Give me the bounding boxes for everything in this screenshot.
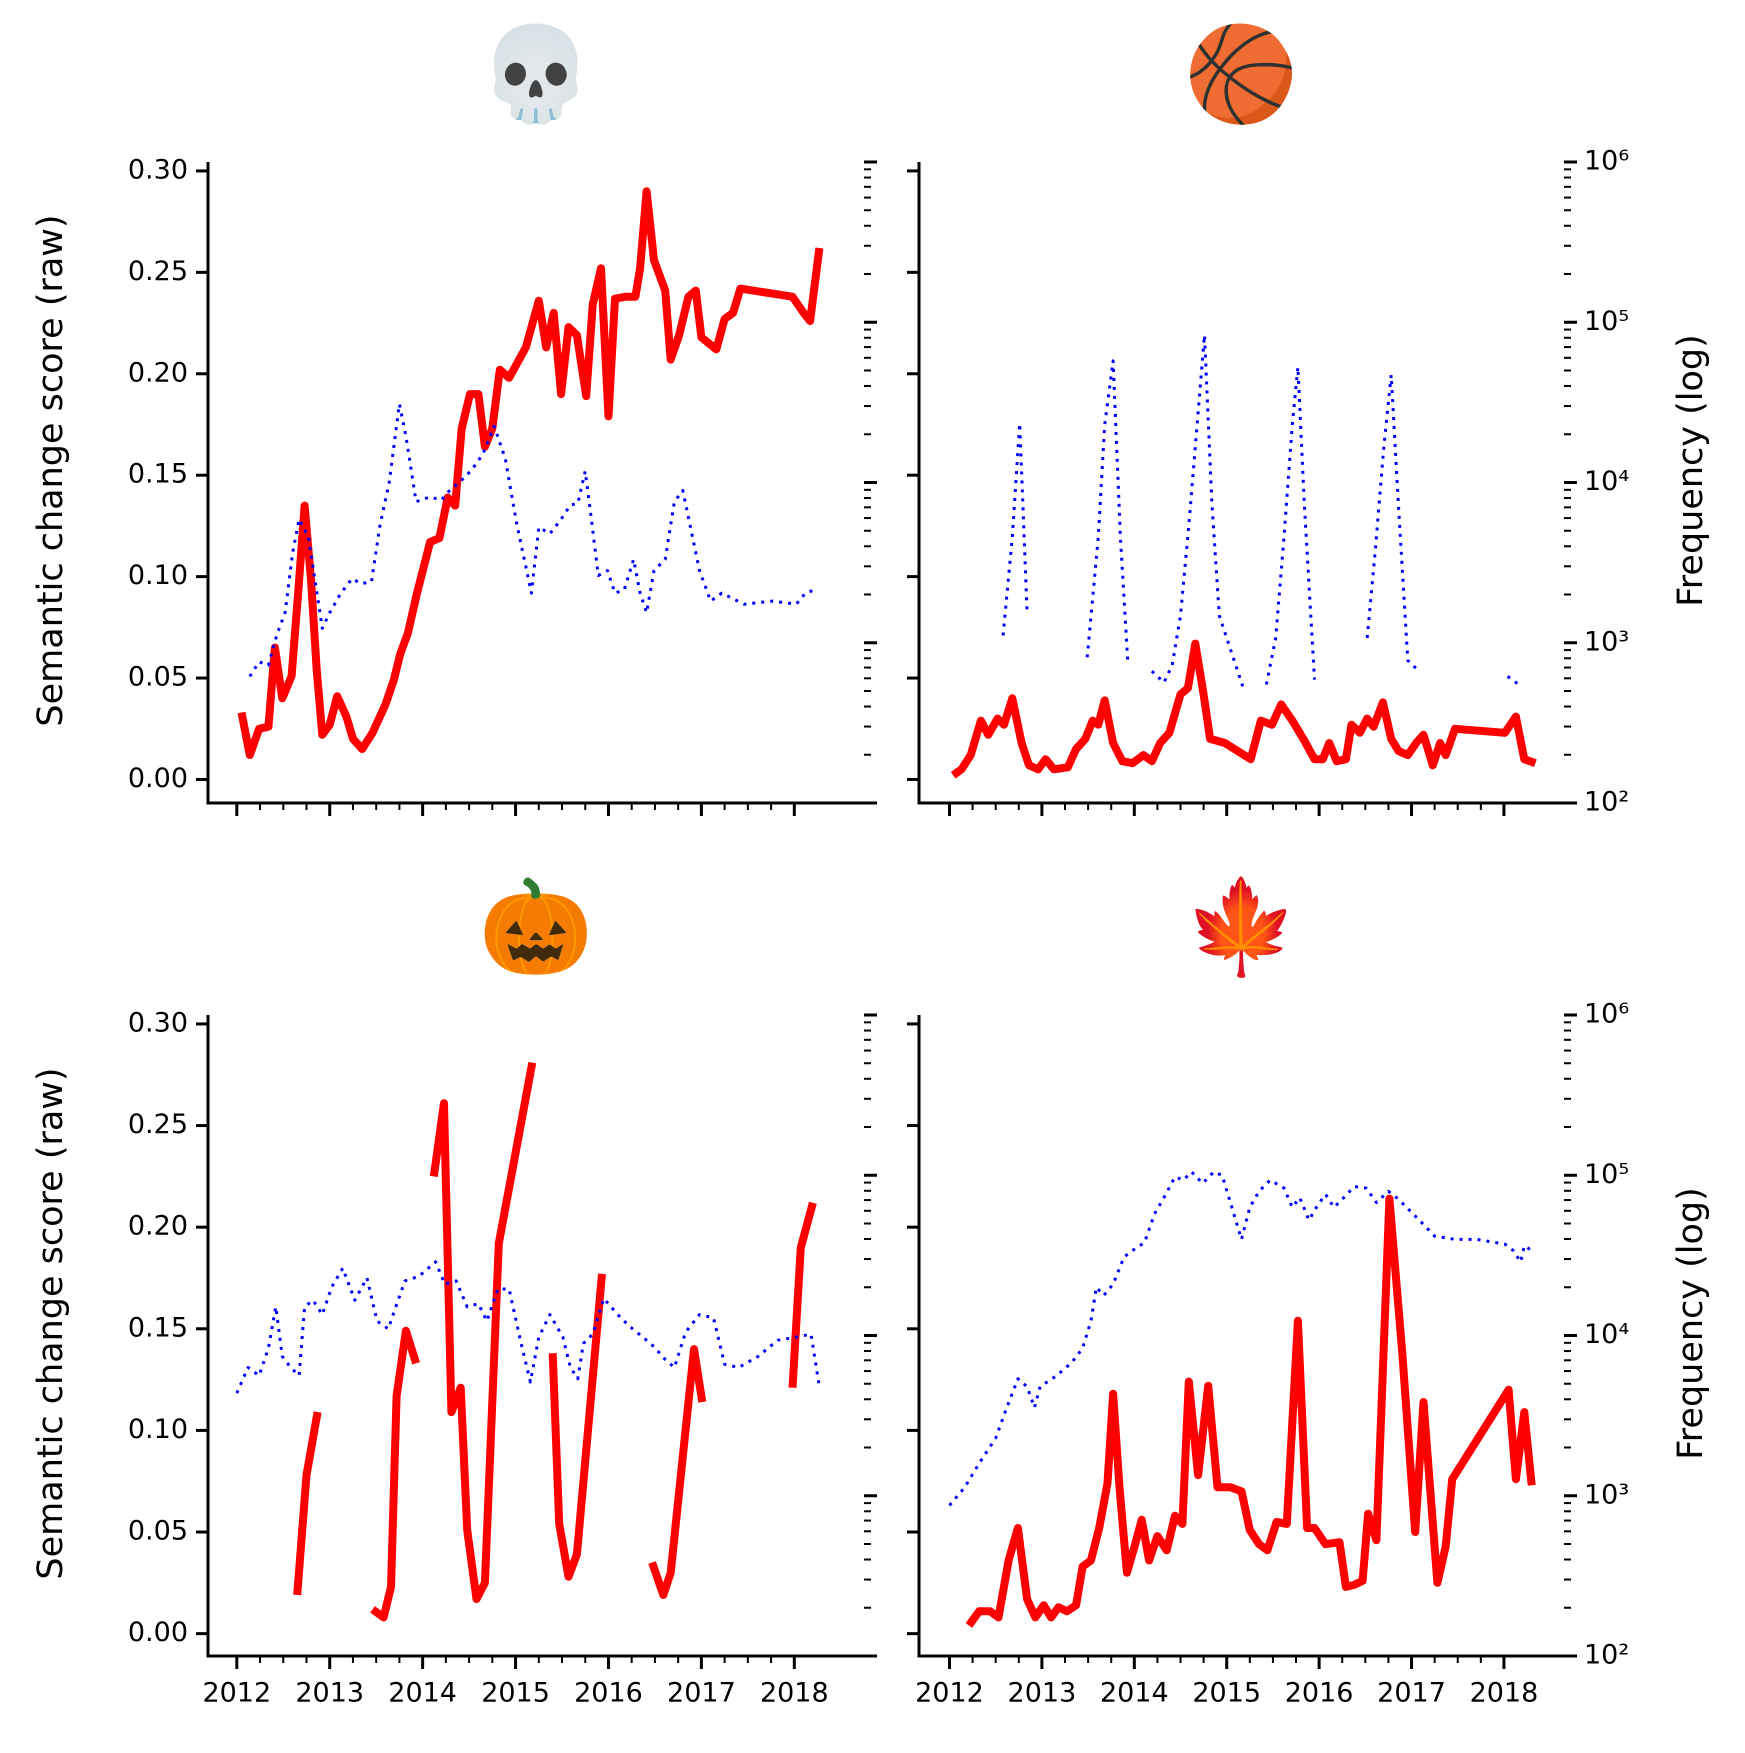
- x-tick-label: 2015: [481, 1678, 550, 1709]
- y-tick-label: 0.30: [128, 154, 188, 185]
- x-tick-label: 2014: [388, 1678, 457, 1709]
- y-axis-label: Semantic change score (raw): [31, 1067, 71, 1579]
- x-tick-label: 2013: [295, 1678, 364, 1709]
- panel-title: 🍁: [1184, 873, 1299, 980]
- y2-tick-label: 10⁶: [1584, 999, 1629, 1030]
- x-tick-label: 2018: [760, 1678, 829, 1709]
- y2-tick-label: 10³: [1584, 626, 1629, 657]
- y-tick-label: 0.15: [128, 459, 188, 490]
- y-tick-label: 0.05: [128, 1516, 188, 1547]
- y-tick-label: 0.10: [128, 560, 188, 591]
- x-tick-label: 2012: [915, 1678, 984, 1709]
- y-axis-label: Semantic change score (raw): [31, 214, 71, 726]
- panel-title: 🏀: [1184, 13, 1299, 131]
- score-line: [950, 639, 1537, 779]
- x-tick-label: 2015: [1192, 1678, 1261, 1709]
- y-tick-label: 0.05: [128, 662, 188, 693]
- x-tick-label: 2017: [1377, 1678, 1446, 1709]
- x-tick-label: 2012: [202, 1678, 271, 1709]
- frequency-line: [1001, 333, 1520, 692]
- panel-title: 🎃: [479, 873, 594, 980]
- x-tick-label: 2018: [1470, 1678, 1539, 1709]
- score-line: [293, 1061, 817, 1622]
- y2-tick-label: 10²: [1584, 787, 1629, 818]
- y-tick-label: 0.00: [128, 763, 188, 794]
- y2-tick-label: 10⁵: [1584, 1159, 1629, 1190]
- frequency-line: [948, 1170, 1533, 1507]
- x-tick-label: 2016: [574, 1678, 643, 1709]
- frequency-line: [248, 402, 816, 678]
- y-tick-label: 0.15: [128, 1312, 188, 1343]
- x-tick-label: 2014: [1100, 1678, 1169, 1709]
- y2-tick-label: 10⁵: [1584, 306, 1629, 337]
- y-tick-label: 0.00: [128, 1617, 188, 1648]
- y-tick-label: 0.30: [128, 1007, 188, 1038]
- x-tick-label: 2017: [667, 1678, 736, 1709]
- score-line: [965, 1194, 1536, 1628]
- y2-tick-label: 10³: [1584, 1479, 1629, 1510]
- y2-tick-label: 10²: [1584, 1640, 1629, 1671]
- y2-axis-label: Frequency (log): [1671, 1187, 1711, 1460]
- x-tick-label: 2013: [1008, 1678, 1077, 1709]
- y-tick-label: 0.10: [128, 1414, 188, 1445]
- panel-title: 💀: [479, 20, 594, 127]
- frequency-line: [235, 1260, 821, 1394]
- y-tick-label: 0.25: [128, 1109, 188, 1140]
- y-tick-label: 0.20: [128, 357, 188, 388]
- y2-tick-label: 10⁶: [1584, 146, 1629, 177]
- x-tick-label: 2016: [1285, 1678, 1354, 1709]
- y2-tick-label: 10⁴: [1584, 466, 1629, 497]
- y2-axis-label: Frequency (log): [1671, 334, 1711, 607]
- score-line: [237, 187, 824, 760]
- y-tick-label: 0.25: [128, 256, 188, 287]
- y-tick-label: 0.20: [128, 1211, 188, 1242]
- y2-tick-label: 10⁴: [1584, 1319, 1629, 1350]
